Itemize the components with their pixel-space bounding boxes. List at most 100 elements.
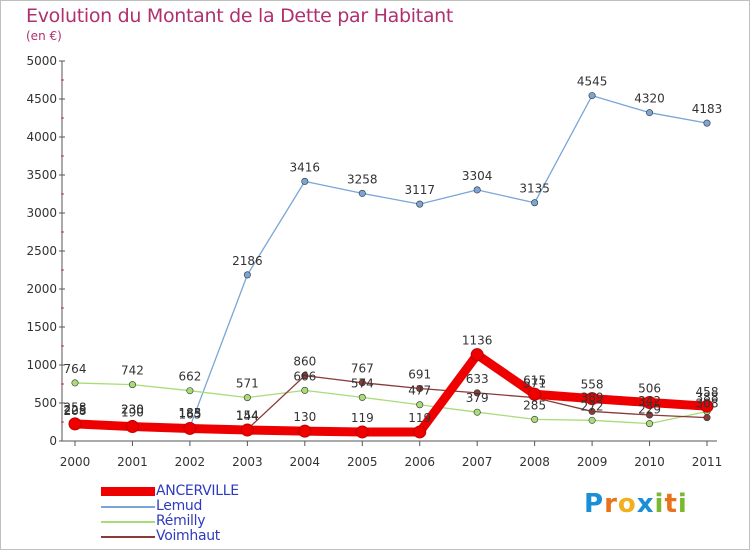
legend-item-remilly: Rémilly	[101, 514, 401, 529]
legend-item-lemud: Lemud	[101, 499, 401, 514]
legend-label-remilly: Rémilly	[156, 513, 206, 529]
data-label-voimhaut: 230	[121, 403, 144, 417]
data-point-rmilly	[128, 381, 136, 389]
legend-item-ancerville: ANCERVILLE	[101, 484, 401, 499]
data-label-lemud: 2186	[232, 254, 263, 268]
data-label-lemud: 3117	[404, 183, 435, 197]
data-point-ancerville	[470, 348, 484, 362]
x-tick-label: 2007	[462, 455, 493, 469]
chart-title: Evolution du Montant de la Dette par Hab…	[26, 5, 454, 27]
logo-letter: r	[604, 489, 618, 519]
x-tick-label: 2004	[290, 455, 321, 469]
data-point-ancerville	[68, 417, 82, 431]
data-label-rmilly: 285	[523, 398, 546, 412]
data-point-ancerville	[700, 399, 714, 413]
data-point-voimhaut	[358, 379, 366, 387]
data-label-rmilly: 477	[408, 384, 431, 398]
x-tick-label: 2005	[347, 455, 378, 469]
data-label-ancerville: 119	[351, 411, 374, 425]
data-label-voimhaut: 389	[581, 390, 604, 404]
data-label-ancerville: 119	[408, 411, 431, 425]
legend-swatch-remilly	[101, 521, 155, 523]
data-point-ancerville	[528, 387, 542, 401]
y-tick-label: 2500	[26, 244, 57, 258]
data-label-lemud: 4320	[634, 92, 665, 106]
y-tick-label: 5000	[26, 54, 57, 68]
x-tick-label: 2006	[404, 455, 435, 469]
series-line-ancerville	[70, 350, 712, 437]
data-label-ancerville: 130	[293, 410, 316, 424]
data-point-lemud	[588, 92, 596, 100]
logo-letter: t	[664, 489, 678, 519]
x-tick-label: 2008	[519, 455, 550, 469]
y-tick-label: 4500	[26, 92, 57, 106]
data-label-voimhaut: 767	[351, 362, 374, 376]
data-point-lemud	[531, 199, 539, 207]
data-label-voimhaut: 308	[696, 397, 719, 411]
x-tick-label: 2000	[60, 455, 91, 469]
data-label-lemud: 4545	[577, 75, 608, 89]
data-point-lemud	[358, 189, 366, 197]
data-label-voimhaut: 691	[408, 367, 431, 381]
x-tick-label: 2009	[577, 455, 608, 469]
data-label-rmilly: 574	[351, 376, 374, 390]
data-label-ancerville: 225	[64, 403, 87, 417]
y-tick-label: 3500	[26, 168, 57, 182]
data-point-rmilly	[416, 401, 424, 409]
y-tick-label: 3000	[26, 206, 57, 220]
y-tick-label: 1000	[26, 358, 57, 372]
data-label-lemud: 3258	[347, 172, 378, 186]
data-label-voimhaut: 571	[523, 377, 546, 391]
data-point-voimhaut	[703, 414, 711, 422]
series-line-lemud	[74, 94, 708, 428]
legend-swatch-ancerville	[101, 487, 155, 496]
data-point-lemud	[416, 200, 424, 208]
data-label-rmilly: 666	[293, 369, 316, 383]
data-label-rmilly: 764	[64, 362, 87, 376]
legend-swatch-lemud	[101, 506, 155, 508]
data-point-rmilly	[186, 387, 194, 395]
data-point-voimhaut	[646, 411, 654, 419]
data-label-lemud: 258	[64, 400, 87, 414]
data-point-rmilly	[588, 416, 596, 424]
data-label-ancerville: 615	[523, 373, 546, 387]
x-tick-label: 2011	[692, 455, 723, 469]
data-label-rmilly: 388	[696, 391, 719, 405]
x-tick-label: 2010	[634, 455, 665, 469]
data-label-ancerville: 558	[581, 378, 604, 392]
data-label-voimhaut: 633	[466, 372, 489, 386]
x-tick-label: 2001	[117, 455, 148, 469]
legend-swatch-voimhaut	[101, 536, 155, 538]
data-label-lemud: 4183	[692, 102, 723, 116]
data-label-rmilly: 229	[638, 403, 661, 417]
data-label-ancerville: 1136	[462, 334, 493, 348]
data-label-rmilly: 379	[466, 391, 489, 405]
data-label-lemud: 3416	[290, 160, 321, 174]
data-point-rmilly	[358, 393, 366, 401]
data-point-ancerville	[298, 424, 312, 438]
data-label-rmilly: 662	[178, 370, 201, 384]
data-point-lemud	[301, 177, 309, 185]
data-point-lemud	[646, 109, 654, 117]
data-point-voimhaut	[301, 372, 309, 380]
data-point-ancerville	[240, 423, 254, 437]
data-label-ancerville: 506	[638, 382, 661, 396]
data-point-rmilly	[243, 394, 251, 402]
series-line-rmilly	[74, 382, 708, 425]
logo-letter: o	[617, 489, 637, 519]
data-point-ancerville	[183, 421, 197, 435]
data-point-voimhaut	[588, 407, 596, 415]
data-point-ancerville	[413, 425, 427, 439]
data-point-ancerville	[355, 425, 369, 439]
data-label-rmilly: 571	[236, 377, 259, 391]
data-point-rmilly	[301, 386, 309, 394]
y-tick-label: 2000	[26, 282, 57, 296]
data-label-voimhaut: 342	[638, 394, 661, 408]
data-label-ancerville: 190	[121, 406, 144, 420]
logo-letter: P	[584, 489, 605, 519]
y-tick-label: 4000	[26, 130, 57, 144]
data-point-ancerville	[643, 396, 657, 410]
proxiti-logo: Proxiti	[584, 489, 688, 519]
data-point-rmilly	[71, 379, 79, 387]
